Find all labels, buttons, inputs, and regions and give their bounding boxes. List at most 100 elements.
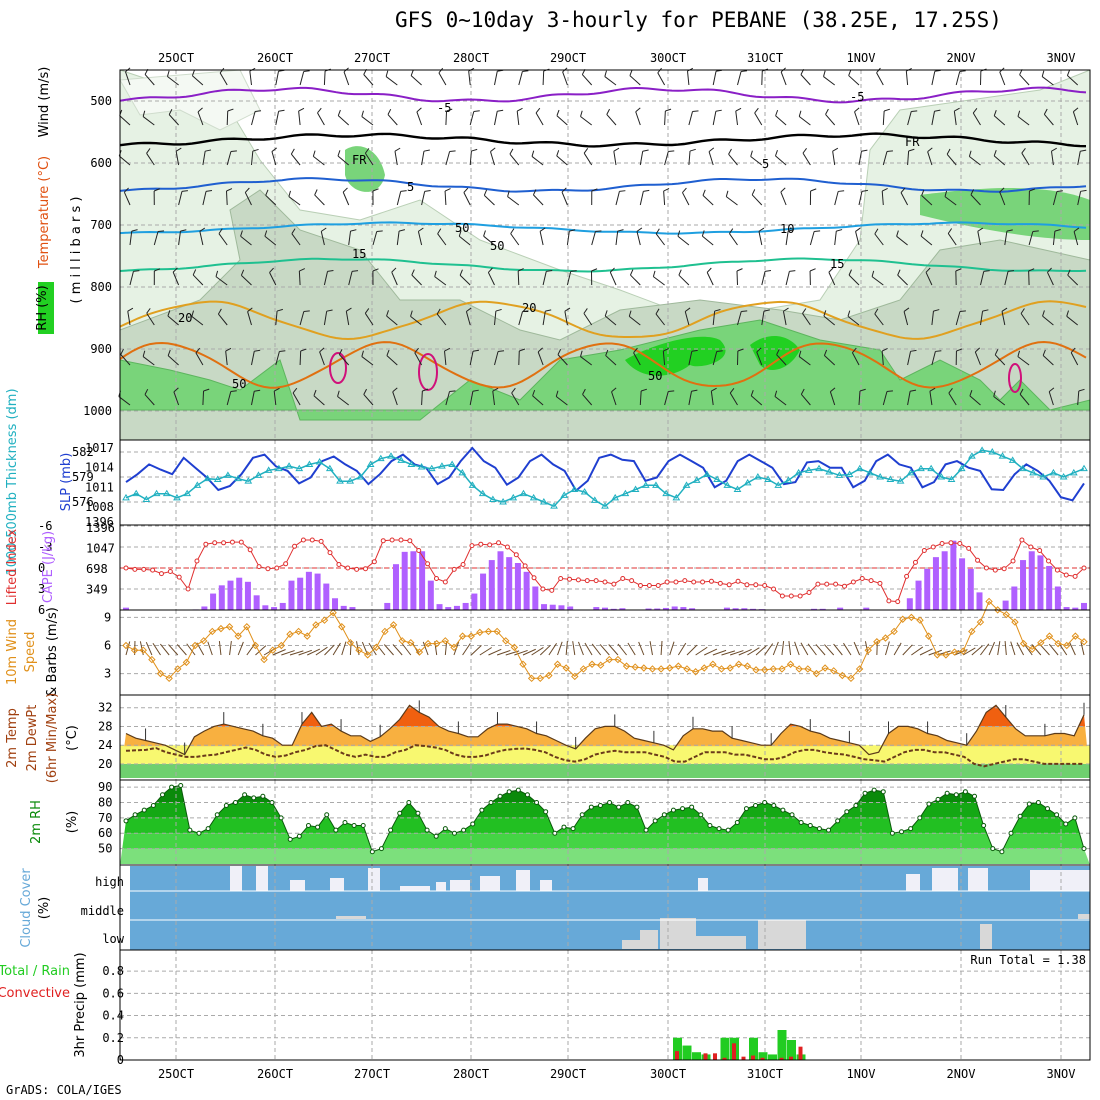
thickness-point-3 xyxy=(152,489,161,497)
thickness-point-8 xyxy=(203,474,212,482)
wind-barb-flag xyxy=(959,310,966,313)
wind-barb xyxy=(202,390,205,406)
wind-barb-flag xyxy=(392,387,398,393)
li-point-87 xyxy=(895,599,901,605)
wind-barb xyxy=(947,233,957,246)
thickness-point-22 xyxy=(346,477,355,484)
wind-barb xyxy=(192,75,204,86)
surface-barb xyxy=(1023,643,1033,656)
rh-shade-90b xyxy=(750,335,800,370)
wind-barb xyxy=(241,274,252,286)
surface-barb xyxy=(539,644,551,656)
rh-point-79 xyxy=(844,809,850,815)
top-day-label-8: 2NOV xyxy=(947,51,976,65)
wind-barb xyxy=(678,274,690,286)
cape-axis-label: CAPE (J/kg) xyxy=(41,531,56,603)
bottom-day-label-7: 1NOV xyxy=(847,1067,876,1081)
surface-barb xyxy=(971,645,983,656)
wind-barb xyxy=(363,74,374,86)
wind-barb-flag xyxy=(970,189,975,195)
contour-label-5: 5 xyxy=(762,157,769,171)
wind-barb-flag xyxy=(535,107,541,114)
wind-point-40 xyxy=(467,632,475,640)
thickness-point-1 xyxy=(132,489,141,497)
wind-barb-flag xyxy=(166,70,170,77)
wind-barb-flag xyxy=(663,188,670,192)
li-point-76 xyxy=(797,593,803,599)
isotherm-freezing xyxy=(119,132,1087,148)
thickness-point-30 xyxy=(427,464,436,472)
wind-barb-flag xyxy=(884,108,891,112)
rh-tick-0: 90 xyxy=(98,780,112,794)
surface-barb xyxy=(207,641,213,656)
wind-point-67 xyxy=(700,664,708,672)
wind-barb-flag xyxy=(269,267,274,273)
rh-point-67 xyxy=(734,819,740,825)
cape-bar-61 xyxy=(654,608,661,610)
wind-barb xyxy=(561,191,568,206)
li-point-89 xyxy=(912,559,918,565)
wind-barb-flag xyxy=(510,228,515,234)
wind-barb-flag xyxy=(215,270,219,277)
li-point-29 xyxy=(380,538,386,544)
wind-barb-flag xyxy=(692,110,699,112)
wind-barb xyxy=(931,111,935,126)
wind-barb-flag xyxy=(729,387,735,394)
cape-bar-36 xyxy=(436,604,443,610)
wind-point-39 xyxy=(458,632,467,640)
thickness-point-89 xyxy=(1029,468,1037,476)
wind-barb xyxy=(271,151,277,166)
thickness-frame xyxy=(119,439,1091,526)
wind-barb-flag xyxy=(131,229,138,232)
rh-point-0 xyxy=(123,818,129,824)
wind-point-5 xyxy=(165,674,173,683)
wind-barb xyxy=(905,71,909,86)
cape-bar-41 xyxy=(480,573,487,610)
li-point-32 xyxy=(407,538,413,544)
wind-point-4 xyxy=(156,669,165,678)
wind-barb xyxy=(1019,74,1030,86)
wind-barb xyxy=(897,274,908,286)
bottom-day-label-0: 25OCT xyxy=(158,1067,194,1081)
wind-barb xyxy=(218,313,228,326)
wind-barb-flag xyxy=(545,309,552,312)
wind-barb xyxy=(323,311,328,326)
wind-barb xyxy=(537,351,544,366)
rh-band-3 xyxy=(120,802,1090,818)
wind-point-73 xyxy=(752,666,760,674)
wind-barb xyxy=(313,156,325,166)
wind-point-56 xyxy=(605,655,614,664)
cloud-block-6 xyxy=(436,882,446,891)
thickness-point-79 xyxy=(927,464,936,472)
wind-barb-flag xyxy=(264,230,268,237)
wind-barb-flag xyxy=(780,187,786,193)
thickness-point-23 xyxy=(356,473,365,480)
li-point-11 xyxy=(221,540,227,546)
surface-barb xyxy=(479,647,492,656)
wind-barb-flag xyxy=(350,229,357,232)
li-point-13 xyxy=(238,539,244,545)
surface-barb xyxy=(145,641,153,656)
rh-point-38 xyxy=(470,821,476,827)
thickness-point-93 xyxy=(1069,468,1078,476)
wind-point-38 xyxy=(450,643,458,652)
wind-barb-flag xyxy=(764,270,772,272)
wind-barb-flag xyxy=(954,107,960,112)
cape-bar-26 xyxy=(349,607,356,610)
surface-barb xyxy=(591,643,602,656)
thickness-point-56 xyxy=(692,476,701,483)
cloud-block-14 xyxy=(968,868,988,891)
wind-barb xyxy=(299,311,305,326)
cape-bar-34 xyxy=(419,551,426,610)
pressure-tick-2: 700 xyxy=(90,218,112,232)
thickness-point-5 xyxy=(173,493,181,501)
surface-barb xyxy=(332,642,341,656)
wind-barb-flag xyxy=(490,147,496,152)
wind-barb xyxy=(342,191,350,206)
precip-total-bar-5 xyxy=(720,1037,730,1060)
wind-barb xyxy=(484,194,495,206)
wind-barb xyxy=(564,311,568,326)
wind-barb-flag xyxy=(271,147,278,152)
temp-tick-0: 32 xyxy=(98,701,112,715)
rh-tick-2: 70 xyxy=(98,811,112,825)
